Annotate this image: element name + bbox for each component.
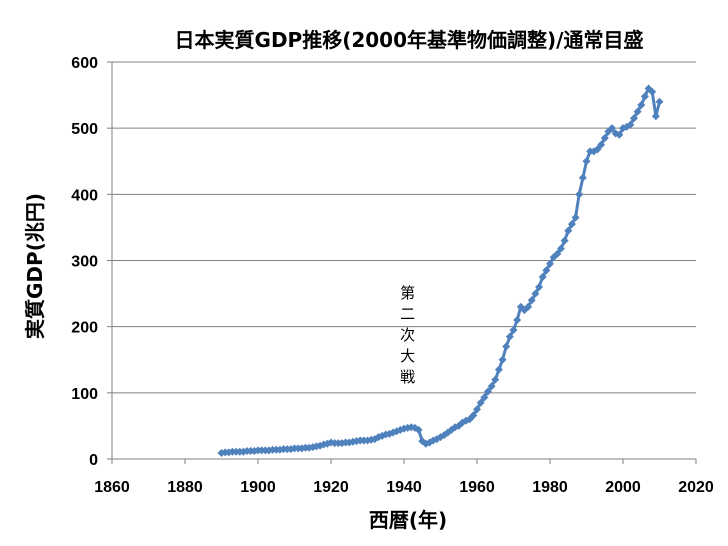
data-point bbox=[480, 393, 489, 402]
data-point bbox=[556, 244, 565, 253]
annotation-char: 第 bbox=[400, 284, 415, 302]
data-point bbox=[469, 411, 478, 420]
x-tick-label: 1940 bbox=[386, 479, 422, 496]
data-point bbox=[483, 387, 492, 396]
y-tick-label: 300 bbox=[71, 254, 98, 271]
data-point bbox=[487, 382, 496, 391]
x-tick-label: 1880 bbox=[167, 479, 203, 496]
x-tick-label: 1900 bbox=[240, 479, 276, 496]
annotation-char: 戦 bbox=[400, 368, 415, 386]
data-point bbox=[648, 87, 657, 96]
data-point bbox=[640, 92, 649, 101]
data-point bbox=[560, 236, 569, 245]
data-point bbox=[651, 112, 660, 121]
chart-title: 日本実質GDP推移(2000年基準物価調整)/通常目盛 bbox=[175, 28, 644, 52]
data-point bbox=[629, 114, 638, 123]
data-point bbox=[553, 249, 562, 258]
data-point bbox=[619, 124, 627, 133]
x-tick-label: 2000 bbox=[605, 479, 641, 496]
data-point bbox=[531, 289, 540, 298]
data-point bbox=[564, 226, 573, 235]
data-point bbox=[476, 398, 485, 407]
data-point bbox=[593, 145, 602, 154]
data-point bbox=[498, 355, 507, 364]
annotation-char: 次 bbox=[400, 326, 415, 344]
data-point bbox=[502, 342, 511, 351]
y-tick-label: 400 bbox=[71, 187, 98, 204]
data-point bbox=[505, 332, 514, 341]
y-tick-label: 500 bbox=[71, 121, 98, 138]
data-point bbox=[509, 325, 518, 334]
series-line bbox=[221, 87, 661, 455]
data-point bbox=[637, 101, 646, 110]
data-point bbox=[513, 316, 522, 325]
data-point bbox=[538, 273, 547, 282]
x-tick-label: 1960 bbox=[459, 479, 495, 496]
data-point bbox=[491, 375, 500, 384]
data-point bbox=[494, 365, 503, 374]
data-point bbox=[414, 425, 423, 434]
tick-labels: 0 100 200 300 400 500 600 1860 1880 1900 1920 1940 1… bbox=[71, 55, 714, 496]
data-point bbox=[615, 130, 624, 139]
data-point bbox=[633, 107, 642, 116]
x-tick-label: 1860 bbox=[94, 479, 130, 496]
data-point bbox=[582, 157, 591, 166]
data-point bbox=[597, 140, 606, 149]
data-point bbox=[546, 259, 554, 268]
data-point bbox=[571, 213, 580, 222]
gridlines bbox=[112, 61, 696, 394]
data-point bbox=[542, 266, 551, 275]
gdp-series bbox=[217, 84, 664, 458]
y-tick-label: 600 bbox=[71, 55, 98, 72]
data-point bbox=[527, 296, 536, 305]
x-tick-label: 1920 bbox=[313, 479, 349, 496]
y-axis-title: 実質GDP(兆円) bbox=[23, 193, 47, 339]
x-axis-title: 西暦(年) bbox=[369, 508, 447, 532]
x-tick-label: 1980 bbox=[532, 479, 568, 496]
annotation-char: 二 bbox=[400, 305, 415, 323]
x-tick-label: 2020 bbox=[678, 479, 714, 496]
data-point bbox=[626, 120, 635, 129]
y-tick-label: 200 bbox=[71, 320, 98, 337]
data-point bbox=[608, 124, 617, 133]
y-tick-label: 0 bbox=[89, 452, 98, 469]
annotation-char: 大 bbox=[400, 347, 415, 365]
data-point bbox=[473, 405, 481, 414]
data-point bbox=[549, 253, 558, 262]
data-point bbox=[578, 173, 587, 182]
data-point bbox=[575, 190, 584, 199]
data-point bbox=[655, 97, 664, 106]
data-point bbox=[567, 220, 576, 229]
data-point bbox=[600, 134, 609, 143]
data-point bbox=[524, 302, 533, 311]
y-tick-label: 100 bbox=[71, 386, 98, 403]
data-point bbox=[535, 282, 544, 291]
